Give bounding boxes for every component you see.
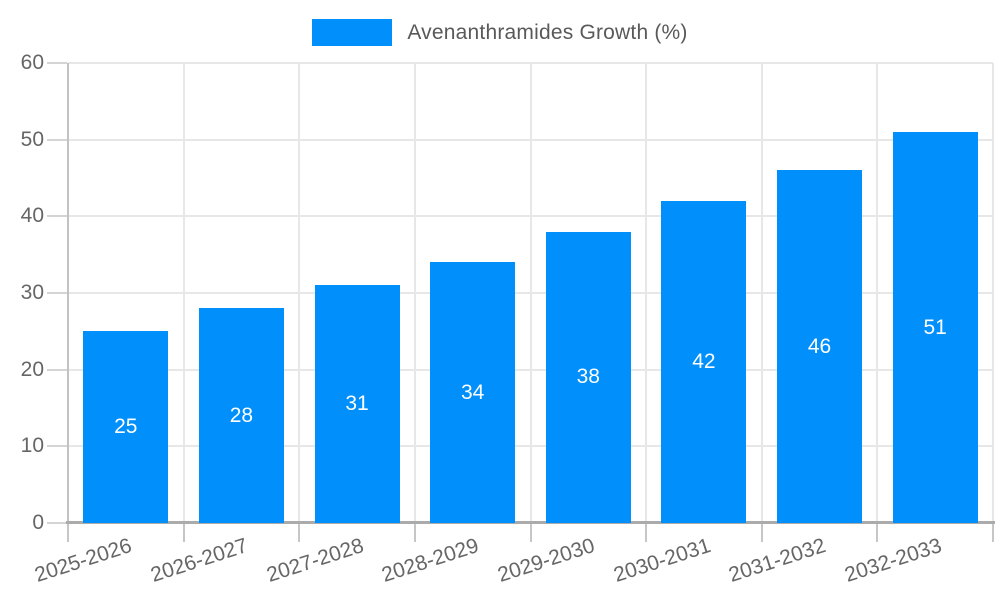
bar[interactable]: 42 (661, 201, 747, 523)
gridline-v (298, 63, 301, 523)
x-tick (67, 523, 69, 542)
y-tick (47, 292, 67, 294)
x-tick (182, 523, 185, 542)
bar[interactable]: 46 (777, 170, 863, 523)
legend-label: Avenanthramides Growth (%) (407, 21, 688, 44)
x-tick (413, 523, 416, 542)
gridline-v (182, 63, 185, 523)
x-tick-label: 2027-2028 (263, 534, 367, 587)
gridline-v (760, 63, 763, 523)
y-tick-label: 0 (32, 511, 44, 534)
y-tick (47, 62, 67, 64)
gridline-v (413, 63, 416, 523)
bar-value-label: 38 (576, 365, 600, 389)
bar-value-label: 28 (229, 403, 254, 427)
chart-legend[interactable]: Avenanthramides Growth (%) (0, 19, 1000, 46)
x-tick (298, 523, 301, 542)
bar[interactable]: 34 (430, 262, 516, 523)
x-tick (992, 523, 994, 542)
bar-value-label: 25 (114, 415, 138, 439)
x-tick-label: 2026-2027 (147, 534, 251, 587)
x-tick (876, 523, 879, 542)
x-tick (529, 523, 532, 542)
legend-swatch-icon (312, 19, 393, 46)
x-axis-line (66, 521, 995, 524)
y-tick-label: 50 (20, 127, 44, 151)
y-tick (47, 138, 67, 141)
bar-value-label: 34 (461, 380, 485, 404)
bar[interactable]: 31 (314, 285, 400, 523)
gridline-v (645, 63, 648, 523)
y-tick-label: 40 (20, 204, 44, 228)
bar-value-label: 46 (807, 334, 832, 358)
x-tick-label: 2031-2032 (726, 534, 829, 587)
bar[interactable]: 51 (892, 132, 978, 523)
y-tick-label: 20 (20, 357, 44, 381)
y-tick-label: 30 (20, 281, 44, 304)
bar[interactable]: 28 (198, 308, 284, 523)
y-tick-label: 10 (20, 434, 44, 458)
x-tick-label: 2030-2031 (610, 534, 714, 587)
y-tick (47, 445, 67, 448)
x-tick (645, 523, 648, 542)
y-axis-line (67, 63, 69, 523)
bar-value-label: 31 (345, 392, 369, 416)
y-tick (47, 368, 67, 371)
x-tick-label: 2029-2030 (494, 534, 598, 587)
y-tick-label: 60 (20, 51, 44, 74)
y-tick (47, 215, 67, 218)
plot-area: 0 10 20 30 40 50 60 25 28 31 34 38 42 46 51 2025-2026 20… (21, 51, 995, 587)
x-tick (760, 523, 763, 542)
gridline-v (876, 63, 879, 523)
gridline-v (992, 63, 994, 523)
x-tick-label: 2025-2026 (32, 534, 135, 587)
bar-value-label: 42 (692, 350, 716, 373)
bar-value-label: 51 (923, 315, 947, 339)
gridline-v (529, 63, 532, 523)
x-tick-label: 2032-2033 (841, 534, 945, 587)
bar[interactable]: 25 (83, 331, 169, 523)
bar[interactable]: 38 (545, 231, 631, 523)
y-tick (47, 522, 67, 524)
x-tick-label: 2028-2029 (379, 534, 482, 587)
